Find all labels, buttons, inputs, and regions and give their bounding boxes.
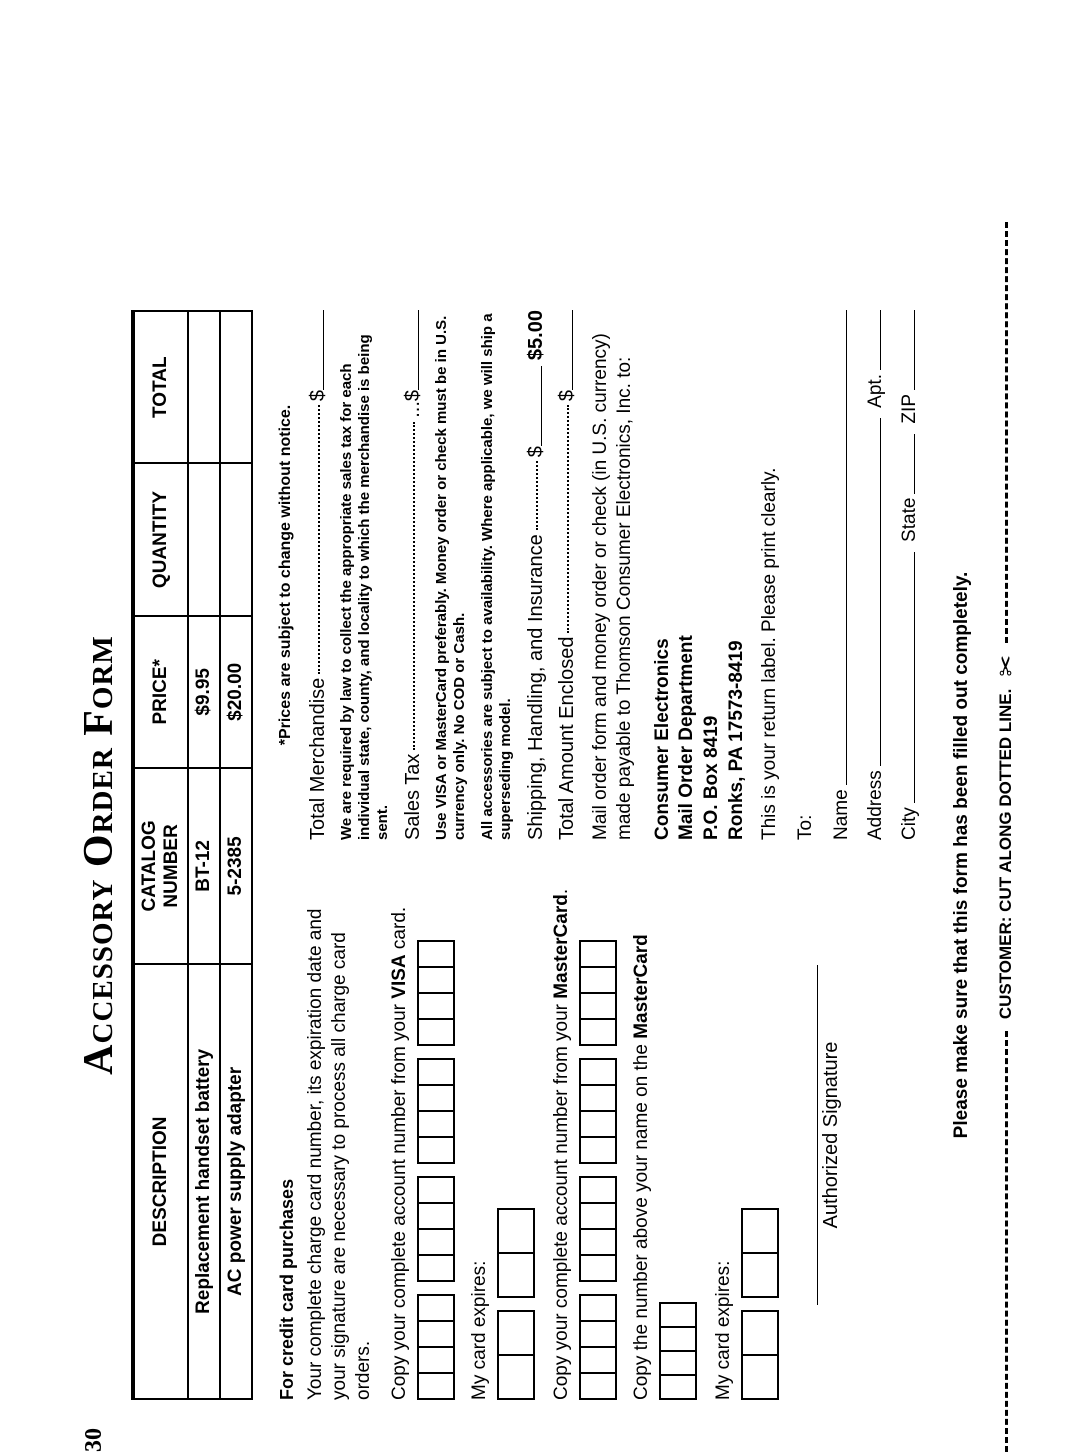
cell-qty[interactable] bbox=[188, 463, 220, 615]
apt-field-label: Apt. bbox=[865, 374, 887, 408]
addr-line-2: Mail Order Department bbox=[675, 310, 700, 840]
signature-line[interactable]: Authorized Signature bbox=[817, 965, 843, 1305]
mc-number-boxes[interactable] bbox=[579, 870, 617, 1400]
total-enclosed-line[interactable] bbox=[572, 310, 573, 390]
th-quantity: QUANTITY bbox=[133, 463, 188, 615]
visa-instr-pre: Copy your complete account number from y… bbox=[389, 999, 410, 1400]
zip-field-label: ZIP bbox=[899, 394, 921, 424]
visa-instruction: Copy your complete account number from y… bbox=[389, 870, 411, 1400]
sales-tax-line[interactable] bbox=[418, 310, 419, 390]
form-title: Accessory Order Form bbox=[75, 310, 123, 1400]
left-column: For credit card purchases Your complete … bbox=[277, 870, 933, 1400]
visa-expire-boxes[interactable] bbox=[497, 870, 535, 1400]
cell-tot[interactable] bbox=[188, 311, 220, 463]
th-total: TOTAL bbox=[133, 311, 188, 463]
cell-price: $9.95 bbox=[188, 616, 220, 768]
city-field-label: City bbox=[899, 807, 921, 840]
cell-tot[interactable] bbox=[220, 311, 252, 463]
mc-name-instr-bold: MasterCard bbox=[631, 934, 652, 1039]
table-row: Replacement handset battery BT-12 $9.95 bbox=[188, 311, 220, 1399]
shipping-label: Shipping, Handling, and Insurance bbox=[525, 534, 548, 840]
th-price: PRICE* bbox=[133, 616, 188, 768]
mc-name-boxes[interactable] bbox=[659, 870, 697, 1400]
shipping-line[interactable] bbox=[541, 366, 542, 446]
dollar-sign: $ bbox=[556, 390, 579, 401]
scissors-icon: ✂ bbox=[993, 655, 1019, 677]
mailing-address: Consumer Electronics Mail Order Departme… bbox=[651, 310, 750, 840]
cell-price: $20.00 bbox=[220, 616, 252, 768]
sales-tax-label: Sales Tax bbox=[402, 754, 425, 840]
cut-line-text: CUSTOMER: CUT ALONG DOTTED LINE. bbox=[996, 689, 1016, 1020]
address-field[interactable]: Address Apt. bbox=[865, 310, 887, 840]
dollar-sign: $ bbox=[525, 446, 548, 457]
visa-instr-bold: VISA bbox=[389, 954, 410, 998]
cc-paragraph: Your complete charge card number, its ex… bbox=[304, 870, 375, 1400]
dollar-sign: $ bbox=[307, 390, 330, 401]
visa-number-boxes[interactable] bbox=[417, 870, 455, 1400]
mc-instruction: Copy your complete account number from y… bbox=[551, 870, 573, 1400]
sales-tax-fineprint: We are required by law to collect the ap… bbox=[338, 310, 392, 840]
availability-fineprint: All accessories are subject to availabil… bbox=[479, 310, 515, 840]
cell-cat: 5-2385 bbox=[220, 768, 252, 964]
to-label: To: bbox=[795, 310, 817, 840]
shipping-price: $5.00 bbox=[525, 310, 548, 360]
mc-expire-boxes[interactable] bbox=[741, 870, 779, 1400]
visa-instr-post: card. bbox=[389, 907, 410, 955]
right-column: *Prices are subject to change without no… bbox=[277, 310, 933, 840]
addr-line-3: P.O. Box 8419 bbox=[700, 310, 725, 840]
th-description: DESCRIPTION bbox=[133, 964, 188, 1399]
completion-note: Please make sure that this form has been… bbox=[951, 310, 973, 1400]
mc-instr-post: . bbox=[551, 889, 572, 894]
total-enclosed-label: Total Amount Enclosed bbox=[556, 637, 579, 840]
dollar-sign: $ bbox=[402, 390, 425, 401]
shipping-row: Shipping, Handling, and Insurance $ $5.0… bbox=[525, 310, 548, 840]
addr-line-1: Consumer Electronics bbox=[651, 310, 676, 840]
address-field-label: Address bbox=[865, 770, 887, 840]
sales-tax-mid-dots: ... bbox=[402, 401, 425, 418]
addr-line-4: Ronks, PA 17573-8419 bbox=[725, 310, 750, 840]
mc-expire-label: My card expires: bbox=[713, 870, 735, 1400]
cell-desc: AC power supply adapter bbox=[220, 964, 252, 1399]
total-merch-line[interactable] bbox=[323, 310, 324, 390]
mc-name-instruction: Copy the number above your name on the M… bbox=[631, 870, 653, 1400]
page-number: 30 bbox=[81, 1428, 108, 1452]
total-enclosed-row: Total Amount Enclosed $ bbox=[556, 310, 579, 840]
name-field-label: Name bbox=[831, 789, 853, 840]
sales-tax-row: Sales Tax ... $ bbox=[402, 310, 425, 840]
total-merchandise-row: Total Merchandise $ bbox=[307, 310, 330, 840]
total-merch-label: Total Merchandise bbox=[307, 678, 330, 840]
price-change-note: *Prices are subject to change without no… bbox=[277, 310, 295, 840]
city-state-zip-field[interactable]: City State ZIP bbox=[899, 310, 921, 840]
cell-desc: Replacement handset battery bbox=[188, 964, 220, 1399]
th-catalog: CATALOG NUMBER bbox=[133, 768, 188, 964]
visa-expire-label: My card expires: bbox=[469, 870, 491, 1400]
mc-instr-bold: MasterCard bbox=[551, 894, 572, 999]
mc-instr-pre: Copy your complete account number from y… bbox=[551, 999, 572, 1400]
cell-qty[interactable] bbox=[220, 463, 252, 615]
cut-line: CUSTOMER: CUT ALONG DOTTED LINE. ✂ bbox=[993, 222, 1019, 1452]
cc-heading: For credit card purchases bbox=[277, 870, 298, 1400]
visa-preferably-fineprint: Use VISA or MasterCard preferably. Money… bbox=[433, 310, 469, 840]
return-label-note: This is your return label. Please print … bbox=[759, 310, 781, 840]
mail-paragraph: Mail order form and money order or check… bbox=[589, 310, 637, 840]
table-row: AC power supply adapter 5-2385 $20.00 bbox=[220, 311, 252, 1399]
state-field-label: State bbox=[899, 498, 921, 542]
name-field[interactable]: Name bbox=[831, 310, 853, 840]
cell-cat: BT-12 bbox=[188, 768, 220, 964]
form-page: 30 Accessory Order Form DESCRIPTION CATA… bbox=[75, 222, 1005, 1452]
items-table: DESCRIPTION CATALOG NUMBER PRICE* QUANTI… bbox=[131, 310, 253, 1400]
mc-name-instr-pre: Copy the number above your name on the bbox=[631, 1039, 652, 1400]
